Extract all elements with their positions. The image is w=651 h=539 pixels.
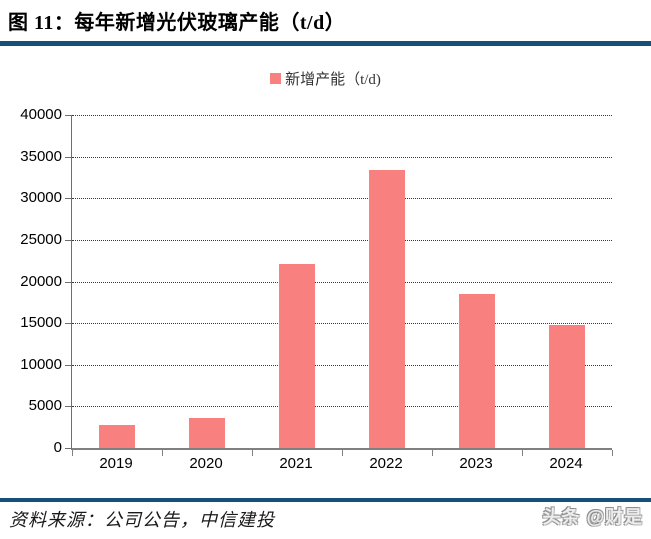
gridline: [72, 365, 612, 366]
y-tick-label: 40000: [20, 106, 62, 123]
gridline: [72, 198, 612, 199]
gridline: [72, 157, 612, 158]
y-axis-tick: [65, 323, 72, 324]
x-tick-label: 2021: [279, 455, 313, 472]
y-tick-label: 0: [53, 439, 62, 456]
y-tick-label: 30000: [20, 189, 62, 206]
x-tick-label: 2020: [189, 455, 223, 472]
y-tick-label: 20000: [20, 273, 62, 290]
x-axis-tick: [162, 450, 163, 456]
y-axis-tick: [65, 448, 72, 449]
y-axis-tick: [65, 115, 72, 116]
x-axis-tick: [612, 450, 613, 456]
legend-color-swatch: [270, 72, 282, 84]
y-tick-label: 10000: [20, 356, 62, 373]
y-axis-tick: [65, 198, 72, 199]
y-axis-tick: [65, 240, 72, 241]
chart-legend: 新增产能（t/d): [0, 68, 651, 88]
x-axis-tick: [522, 450, 523, 456]
bar: [99, 425, 135, 448]
bar: [369, 170, 405, 448]
x-axis-tick: [432, 450, 433, 456]
y-tick-label: 5000: [28, 397, 62, 414]
bar: [189, 418, 225, 448]
legend-label: 新增产能（t/d): [285, 71, 381, 88]
y-tick-label: 15000: [20, 314, 62, 331]
watermark-text: 头条 @财是: [542, 507, 643, 527]
x-axis-tick: [342, 450, 343, 456]
x-tick-label: 2023: [459, 455, 493, 472]
gridline: [72, 323, 612, 324]
bar: [459, 294, 495, 448]
x-tick-label: 2019: [99, 455, 133, 472]
y-axis-tick: [65, 282, 72, 283]
x-tick-label: 2022: [369, 455, 403, 472]
title-divider-rule: [0, 41, 651, 46]
y-axis-tick: [65, 157, 72, 158]
bar: [549, 325, 585, 448]
gridline: [72, 406, 612, 407]
gridline: [72, 115, 612, 116]
y-tick-label: 35000: [20, 148, 62, 165]
figure-title: 图 11：每年新增光伏玻璃产能（t/d）: [8, 12, 346, 34]
y-axis-tick: [65, 365, 72, 366]
bar: [279, 264, 315, 448]
x-axis-tick: [72, 450, 73, 456]
x-tick-label: 2024: [549, 455, 583, 472]
footer-divider-rule: [0, 498, 651, 502]
y-axis-tick: [65, 406, 72, 407]
plot-area: [65, 115, 613, 456]
gridline: [72, 282, 612, 283]
y-tick-label: 25000: [20, 231, 62, 248]
x-axis-tick: [252, 450, 253, 456]
gridline: [72, 240, 612, 241]
data-source-text: 资料来源：公司公告，中信建投: [9, 510, 275, 530]
